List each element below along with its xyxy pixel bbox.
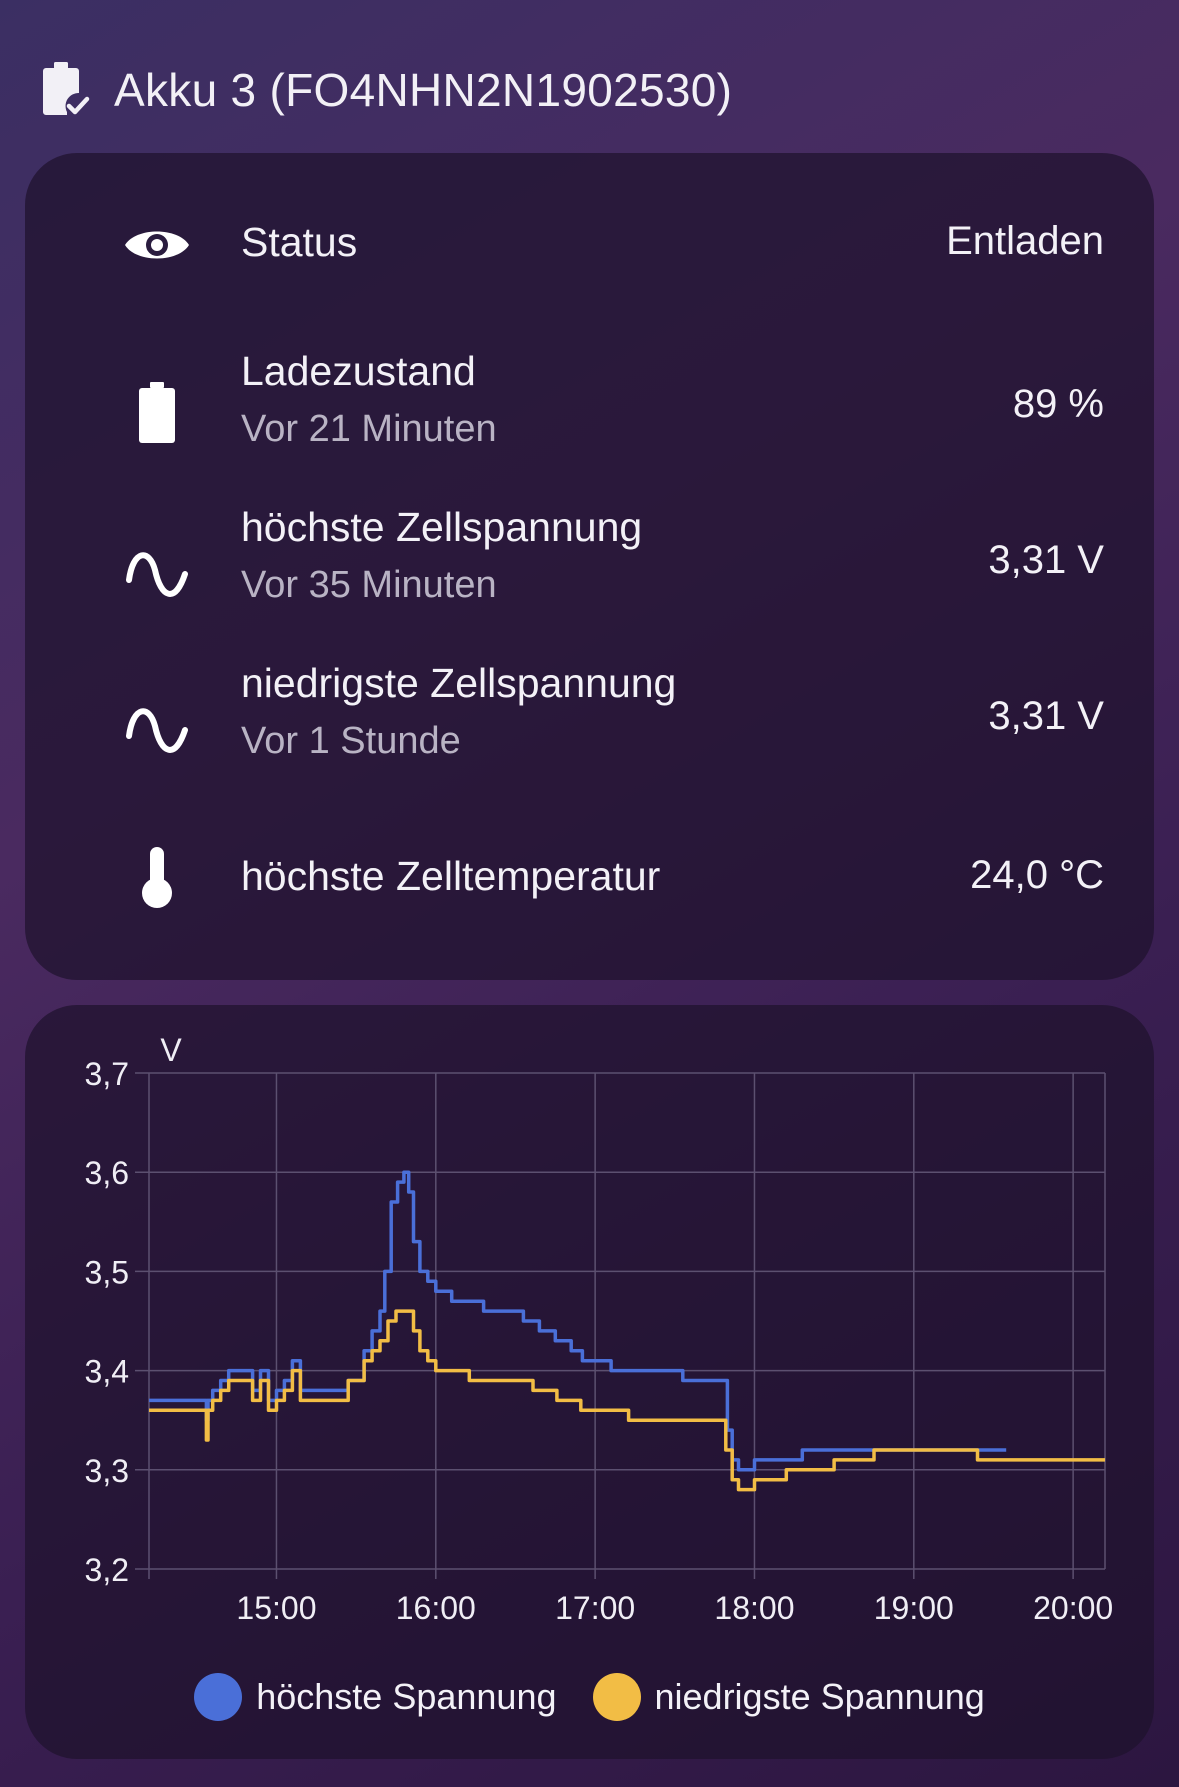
y-tick-label: 3,6 xyxy=(85,1155,129,1191)
x-tick-label: 19:00 xyxy=(874,1590,954,1626)
entity-name: Ladezustand xyxy=(241,348,476,394)
entity-last-changed: Vor 21 Minuten xyxy=(241,408,497,450)
card-header: Akku 3 (FO4NHN2N1902530) xyxy=(40,50,732,130)
x-tick-label: 18:00 xyxy=(714,1590,794,1626)
entity-value: 24,0 °C xyxy=(970,853,1104,897)
thermometer-icon xyxy=(117,845,197,909)
entity-last-changed: Vor 1 Stunde xyxy=(241,720,461,762)
entity-value: 89 % xyxy=(1012,382,1104,426)
legend-item-niedrigste-spannung[interactable]: niedrigste Spannung xyxy=(592,1673,985,1721)
y-tick-label: 3,2 xyxy=(85,1552,129,1588)
y-tick-label: 3,4 xyxy=(85,1354,129,1390)
legend-item-hoechste-spannung[interactable]: höchste Spannung xyxy=(194,1673,557,1721)
x-tick-label: 17:00 xyxy=(555,1590,635,1626)
entity-name: Status xyxy=(241,219,358,265)
x-tick-label: 15:00 xyxy=(236,1590,316,1626)
entity-value: 3,31 V xyxy=(988,694,1104,738)
card-title: Akku 3 (FO4NHN2N1902530) xyxy=(114,64,733,116)
legend-swatch xyxy=(592,1673,641,1721)
y-axis-unit-label: V xyxy=(160,1032,182,1068)
entity-row-ladezustand[interactable]: Ladezustand Vor 21 Minuten 89 % xyxy=(25,348,1154,478)
y-tick-label: 3,3 xyxy=(85,1453,129,1489)
battery-check-icon xyxy=(43,62,90,115)
legend-label: niedrigste Spannung xyxy=(654,1676,985,1717)
voltage-history-chart[interactable]: 3,7 3,6 3,5 3,4 3,3 3,2 V 15:00 16:00 17:00 18:00 1… xyxy=(25,1005,1154,1665)
x-tick-label: 20:00 xyxy=(1033,1590,1113,1626)
entity-name: niedrigste Zellspannung xyxy=(241,660,677,706)
battery-icon xyxy=(117,382,197,444)
sine-wave-icon xyxy=(117,702,197,762)
sine-wave-icon xyxy=(117,546,197,606)
y-tick-label: 3,7 xyxy=(85,1056,129,1092)
series-line-niedrigste-spannung xyxy=(149,1309,1105,1492)
entity-row-hoechste-zelltemperatur[interactable]: höchste Zelltemperatur 24,0 °C xyxy=(25,833,1154,933)
entity-row-hoechste-zellspannung[interactable]: höchste Zellspannung Vor 35 Minuten 3,31… xyxy=(25,504,1154,634)
entity-name: höchste Zelltemperatur xyxy=(241,853,661,899)
entity-name: höchste Zellspannung xyxy=(241,504,643,550)
entities-card: Status Entladen Ladezustand Vor 21 Minut… xyxy=(25,153,1154,980)
eye-icon xyxy=(117,223,197,267)
entity-value: 3,31 V xyxy=(988,538,1104,582)
entity-row-niedrigste-zellspannung[interactable]: niedrigste Zellspannung Vor 1 Stunde 3,3… xyxy=(25,660,1154,790)
series-line-hoechste-spannung xyxy=(149,1170,1007,1472)
history-graph-card: 3,7 3,6 3,5 3,4 3,3 3,2 V 15:00 16:00 17:00 18:00 1… xyxy=(25,1005,1154,1759)
legend-label: höchste Spannung xyxy=(256,1676,557,1717)
x-tick-label: 16:00 xyxy=(396,1590,476,1626)
legend-swatch xyxy=(194,1673,243,1721)
y-tick-label: 3,5 xyxy=(85,1254,129,1290)
entity-last-changed: Vor 35 Minuten xyxy=(241,564,497,606)
entity-value: Entladen xyxy=(946,219,1104,263)
chart-legend: höchste Spannung niedrigste Spannung xyxy=(25,1673,1154,1721)
entity-row-status[interactable]: Status Entladen xyxy=(25,193,1154,293)
